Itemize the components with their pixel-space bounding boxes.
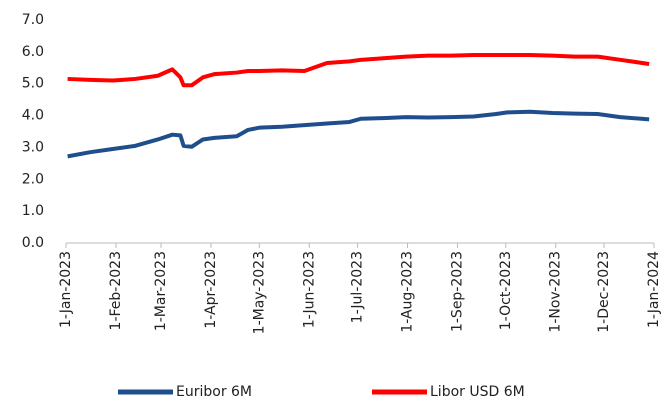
series-line <box>67 53 650 88</box>
y-tick-label: 1.0 <box>22 203 44 219</box>
y-tick-label: 5.0 <box>22 76 44 92</box>
y-tick-label: 2.0 <box>22 171 44 187</box>
x-tick-label: 1-Feb-2023 <box>108 251 124 330</box>
x-tick-label: 1-Oct-2023 <box>498 251 514 330</box>
y-tick-label: 3.0 <box>22 139 44 155</box>
x-tick-label: 1-Mar-2023 <box>153 251 169 331</box>
x-tick-label: 1-Jan-2024 <box>646 251 662 328</box>
x-tick-label: 1-Jul-2023 <box>350 251 366 323</box>
legend-label: Euribor 6M <box>176 384 252 400</box>
x-tick-label: 1-Jan-2023 <box>58 251 74 328</box>
legend-label: Libor USD 6M <box>430 384 525 400</box>
x-tick-label: 1-Apr-2023 <box>203 251 219 329</box>
x-tick-label: 1-May-2023 <box>251 251 267 334</box>
x-tick-label: 1-Nov-2023 <box>548 251 564 333</box>
x-tick-label: 1-Aug-2023 <box>400 251 416 333</box>
series-line <box>67 109 650 159</box>
y-tick-label: 4.0 <box>22 108 44 124</box>
x-tick-label: 1-Sep-2023 <box>449 251 465 332</box>
x-tick-label: 1-Jun-2023 <box>301 251 317 328</box>
x-tick-label: 1-Dec-2023 <box>596 251 612 333</box>
y-tick-label: 0.0 <box>22 235 44 251</box>
y-tick-label: 7.0 <box>22 12 44 28</box>
y-tick-label: 6.0 <box>22 44 44 60</box>
